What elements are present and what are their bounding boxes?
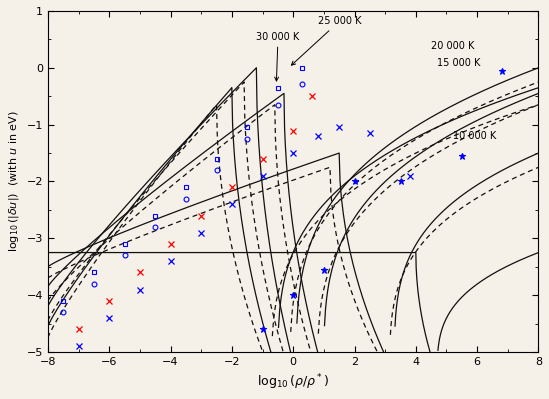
Y-axis label: $\log_{10}(|\delta u|)$  (with $u$ in eV): $\log_{10}(|\delta u|)$ (with $u$ in eV) (7, 111, 21, 253)
Text: 15 000 K: 15 000 K (438, 58, 481, 68)
Text: 20 000 K: 20 000 K (431, 41, 474, 51)
Text: 10 000 K: 10 000 K (452, 131, 496, 141)
X-axis label: $\log_{10}(\rho/\rho^*)$: $\log_{10}(\rho/\rho^*)$ (257, 372, 329, 392)
Text: 30 000 K: 30 000 K (256, 32, 300, 81)
Text: 25 000 K: 25 000 K (292, 16, 361, 65)
